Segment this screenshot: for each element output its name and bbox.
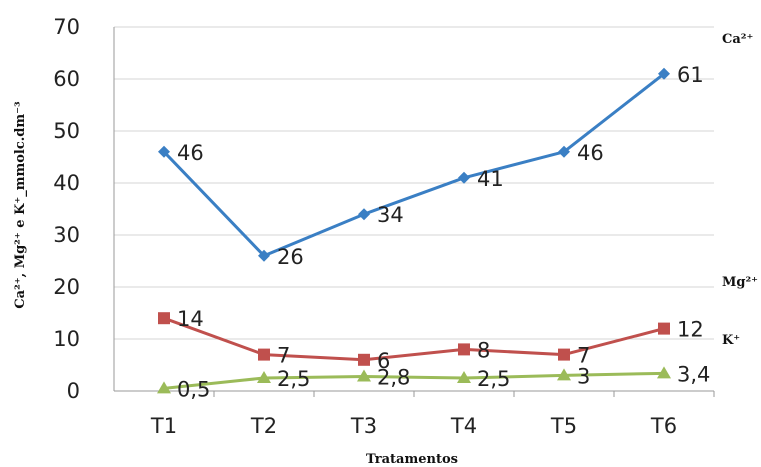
series-name-label: Mg²⁺ bbox=[722, 275, 758, 290]
y-tick-labels: 0 10 20 30 40 50 60 70 bbox=[53, 15, 80, 403]
series-line bbox=[163, 316, 665, 362]
y-tick-label: 30 bbox=[53, 223, 80, 247]
y-tick-label: 70 bbox=[53, 15, 80, 39]
triangle-marker bbox=[557, 368, 571, 381]
y-tick-label: 50 bbox=[53, 119, 80, 143]
square-marker bbox=[658, 322, 670, 335]
x-tick-label: T4 bbox=[450, 414, 477, 438]
data-label: 8 bbox=[477, 338, 490, 362]
triangle-marker bbox=[357, 369, 371, 382]
data-label: 41 bbox=[477, 167, 504, 191]
y-tick-label: 0 bbox=[67, 379, 80, 403]
square-marker bbox=[358, 353, 370, 366]
series-lines bbox=[162, 72, 665, 390]
data-label: 3 bbox=[577, 364, 590, 388]
y-tick-label: 60 bbox=[53, 67, 80, 91]
x-tick-label: T2 bbox=[250, 414, 277, 438]
data-label: 61 bbox=[677, 63, 704, 87]
y-tick-label: 10 bbox=[53, 327, 80, 351]
data-label: 0,5 bbox=[177, 377, 210, 401]
triangle-marker bbox=[657, 366, 671, 379]
square-marker bbox=[258, 348, 270, 361]
x-tick-label: T1 bbox=[150, 414, 177, 438]
series-name-label: Ca²⁺ bbox=[722, 32, 753, 47]
series-line bbox=[162, 72, 665, 258]
series-name-labels: Ca²⁺ Mg²⁺ K⁺ bbox=[722, 32, 758, 348]
data-label: 2,8 bbox=[377, 365, 410, 389]
square-marker bbox=[558, 348, 570, 361]
data-label: 14 bbox=[177, 307, 204, 331]
y-tick-label: 20 bbox=[53, 275, 80, 299]
data-label: 3,4 bbox=[677, 362, 710, 386]
square-marker bbox=[158, 312, 170, 325]
data-label: 12 bbox=[677, 318, 704, 342]
triangle-marker bbox=[457, 371, 471, 383]
data-label: 2,5 bbox=[277, 367, 310, 391]
data-label: 46 bbox=[577, 141, 604, 165]
data-label: 7 bbox=[577, 344, 590, 368]
series-name-label: K⁺ bbox=[722, 333, 740, 348]
data-label: 26 bbox=[277, 245, 304, 269]
triangle-marker bbox=[257, 371, 271, 383]
gridlines bbox=[113, 26, 714, 392]
x-tick-label: T6 bbox=[650, 414, 677, 438]
x-tick-labels: T1 T2 T3 T4 T5 T6 bbox=[150, 391, 715, 438]
diamond-marker bbox=[458, 171, 470, 184]
triangle-marker bbox=[157, 381, 171, 394]
series-markers bbox=[157, 67, 671, 394]
y-axis-title: Ca²⁺, Mg²⁺ e K⁺_mmolc.dm⁻³ bbox=[13, 101, 28, 309]
data-label: 34 bbox=[377, 203, 404, 227]
diamond-marker bbox=[658, 67, 670, 80]
x-tick-label: T5 bbox=[550, 414, 577, 438]
square-marker bbox=[458, 343, 470, 356]
data-label: 46 bbox=[177, 141, 204, 165]
y-tick-label: 40 bbox=[53, 171, 80, 195]
diamond-marker bbox=[158, 145, 170, 158]
data-labels: 46 26 34 41 46 61 14 7 6 8 7 12 0,5 2,5 2,8 2,5 3 3,4 bbox=[177, 63, 710, 402]
diamond-marker bbox=[358, 208, 370, 221]
diamond-marker bbox=[558, 145, 570, 158]
diamond-marker bbox=[258, 249, 270, 262]
data-label: 7 bbox=[277, 344, 290, 368]
series-line bbox=[163, 371, 665, 390]
x-axis-title: Tratamentos bbox=[366, 452, 458, 467]
data-label: 2,5 bbox=[477, 367, 510, 391]
data-label: 6 bbox=[377, 349, 390, 373]
x-tick-label: T3 bbox=[350, 414, 377, 438]
